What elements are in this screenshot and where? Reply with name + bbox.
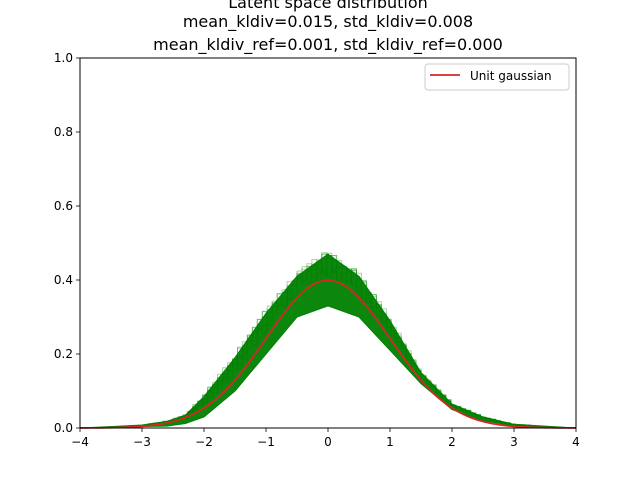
x-tick-label: −2 xyxy=(195,435,213,449)
legend: Unit gaussian xyxy=(424,63,570,91)
chart-title-line-2: mean_kldiv=0.015, std_kldiv=0.008 xyxy=(183,12,473,32)
histogram-outline xyxy=(148,255,531,426)
x-tick-label: 0 xyxy=(324,435,332,449)
histogram-outline xyxy=(148,255,531,426)
y-tick-label: 0.4 xyxy=(54,273,73,287)
x-tick-label: 4 xyxy=(572,435,580,449)
histogram-outline xyxy=(148,253,531,426)
y-tick-label: 0.2 xyxy=(54,347,73,361)
axes-frame xyxy=(79,57,577,429)
y-tick-label: 0.8 xyxy=(54,125,73,139)
x-tick-label: −3 xyxy=(133,435,151,449)
x-tick-label: 3 xyxy=(510,435,518,449)
histogram-band xyxy=(79,252,577,429)
chart-title-line-1: Latent space distribution xyxy=(228,0,428,12)
series-line-unit-gaussian xyxy=(79,279,577,429)
legend-label-unit-gaussian: Unit gaussian xyxy=(470,69,552,83)
x-tick-label: −1 xyxy=(257,435,275,449)
y-tick-label: 0.6 xyxy=(54,199,73,213)
chart-title-line-3: mean_kldiv_ref=0.001, std_kldiv_ref=0.00… xyxy=(153,35,503,55)
x-tick-label: 1 xyxy=(386,435,394,449)
histogram-outline xyxy=(148,253,531,426)
x-tick-label: −4 xyxy=(71,435,89,449)
y-tick-label: 0.0 xyxy=(54,421,73,435)
plot-area xyxy=(79,252,577,429)
y-tick-label: 1.0 xyxy=(54,51,73,65)
legend-box xyxy=(424,63,570,91)
histogram-outline xyxy=(148,259,531,426)
chart-title: Latent space distribution mean_kldiv=0.0… xyxy=(153,0,503,55)
x-tick-label: 2 xyxy=(448,435,456,449)
histogram-outline xyxy=(148,252,531,427)
y-axis: 0.0 0.2 0.4 0.6 0.8 1.0 xyxy=(54,51,80,435)
x-axis: −4 −3 −2 −1 0 1 2 3 4 xyxy=(71,428,580,449)
